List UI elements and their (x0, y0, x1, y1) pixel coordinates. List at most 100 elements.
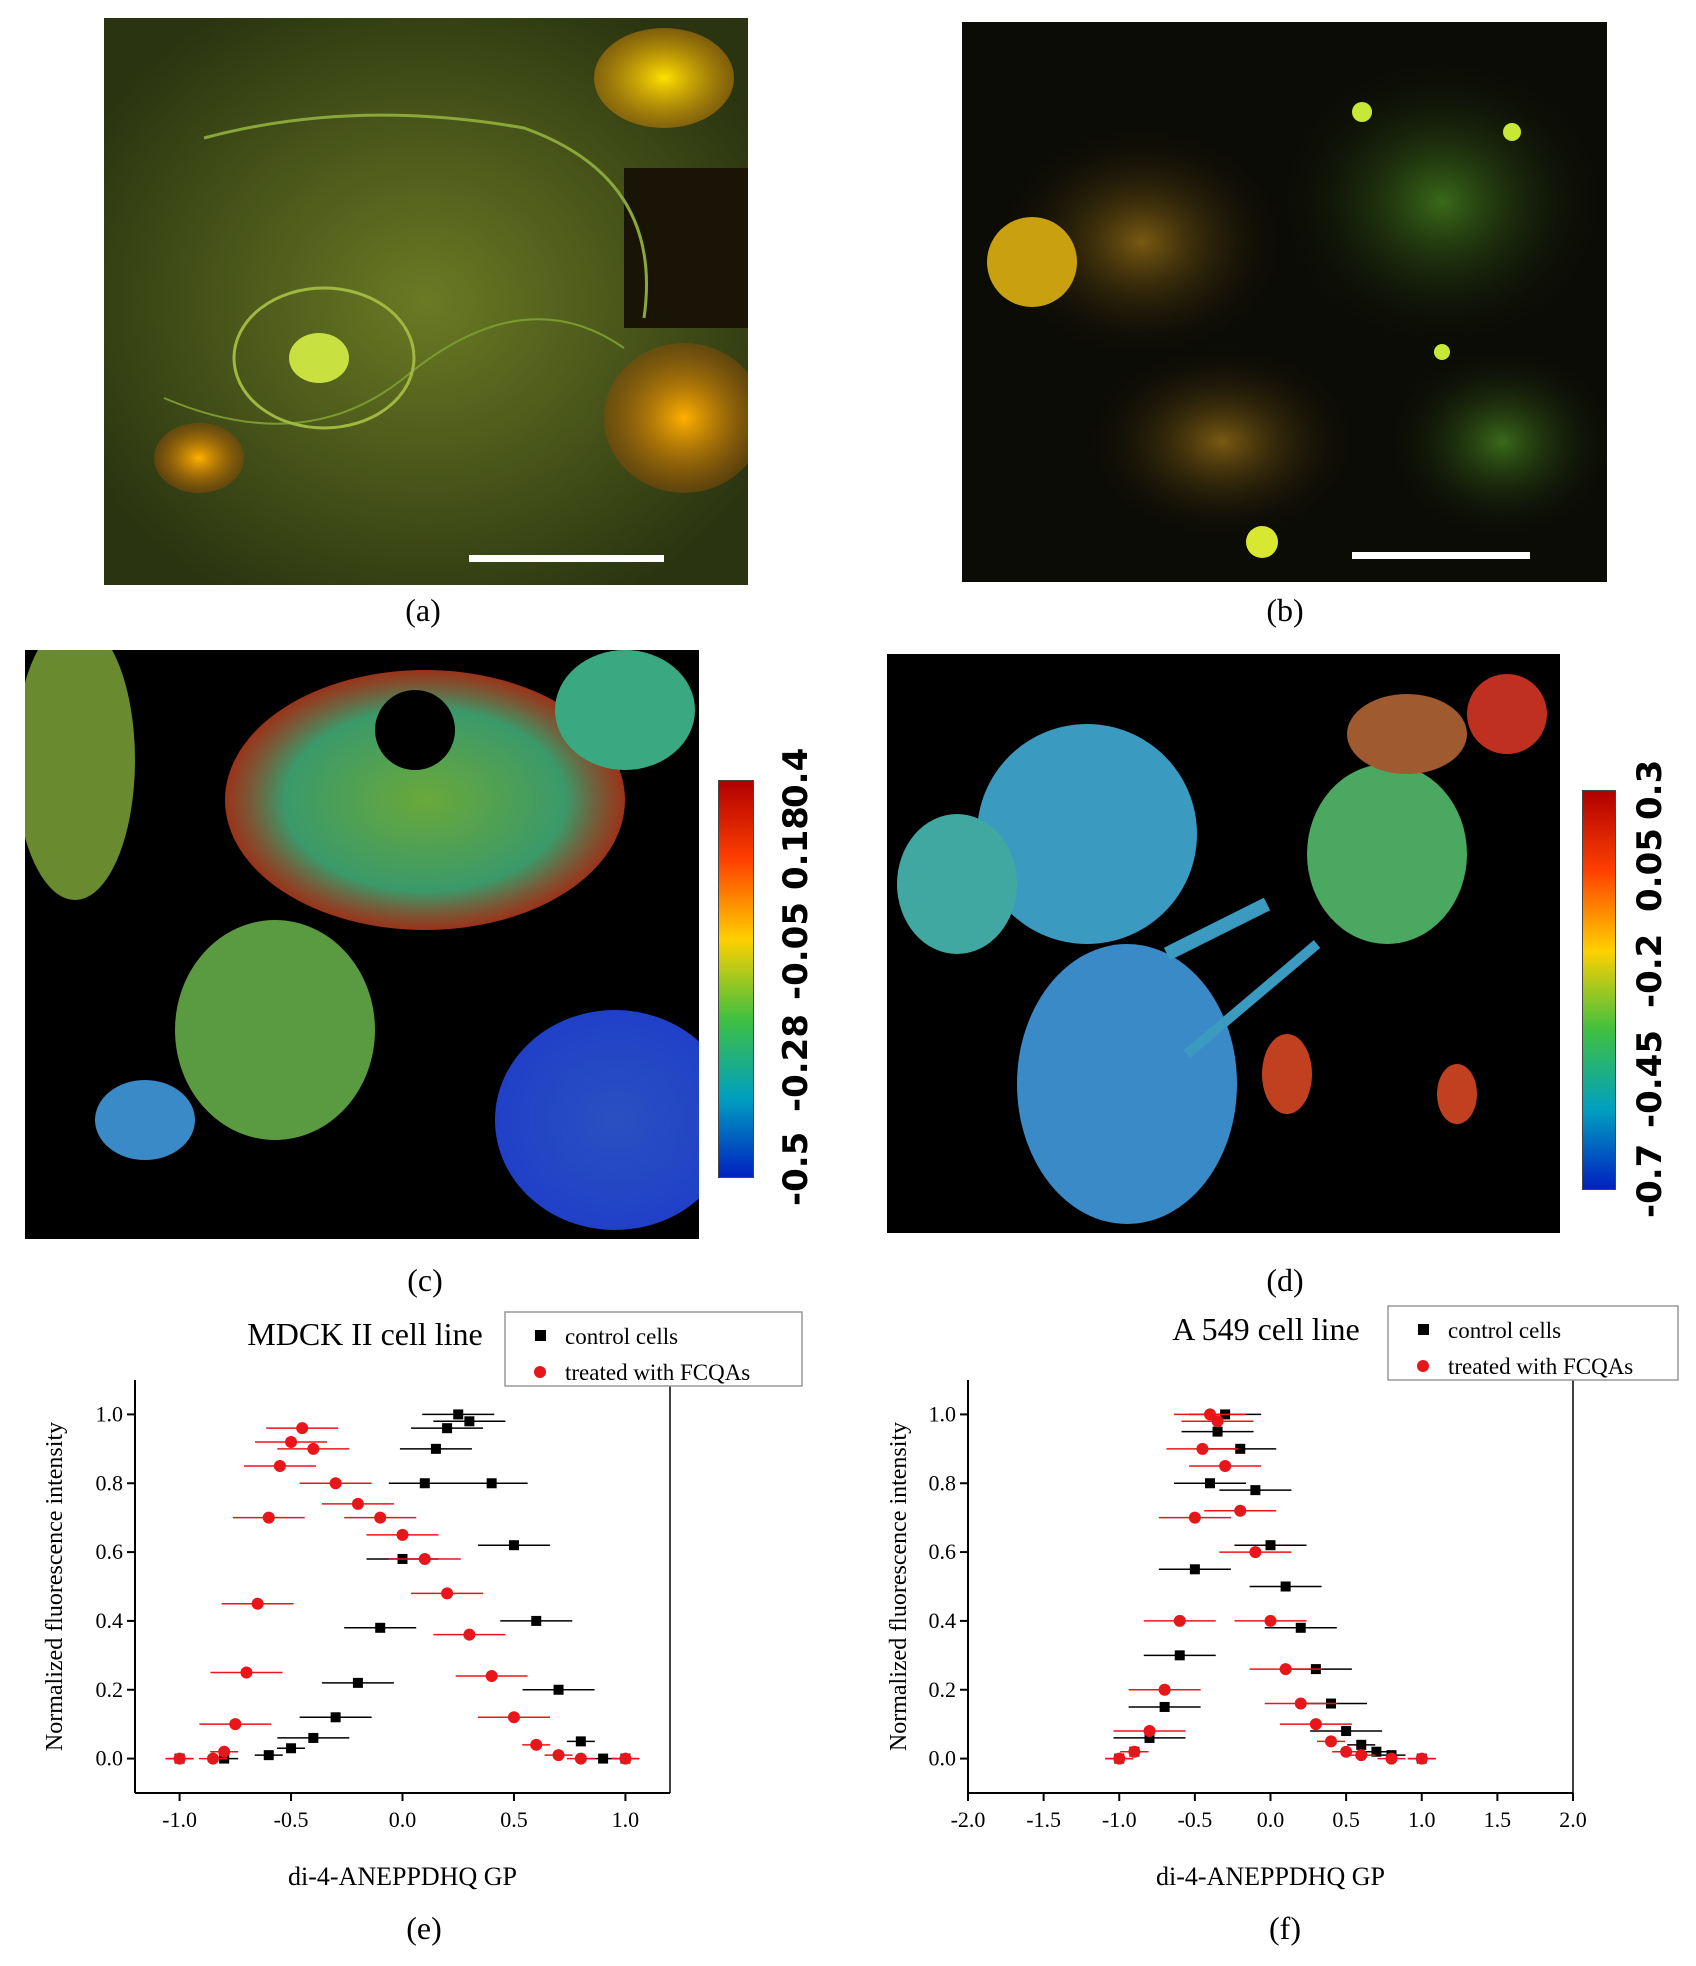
caption-d: (d) (1266, 1262, 1304, 1298)
data-point-treated (262, 1511, 275, 1524)
y-axis-label: Normalized fluorescence intensity (886, 1422, 912, 1751)
data-point-control (1144, 1732, 1155, 1743)
data-point-control (442, 1423, 453, 1434)
colorbar-d-tick: 0.05 (1630, 828, 1670, 912)
y-tick-label: 0.2 (929, 1677, 957, 1702)
colorbar-c-tick: 0.18 (776, 806, 816, 890)
data-point-control (1159, 1701, 1170, 1712)
data-point-treated (418, 1552, 431, 1565)
chart-f: -2.0 -1.5 -1.0 -0.5 0.0 0.5 1.0 1.5 2.0 0.0 0.2 0.4… (886, 1305, 1679, 1891)
colorbar-c (718, 780, 754, 1178)
data-point-control (508, 1540, 519, 1551)
y-tick-label: 1.0 (96, 1401, 124, 1426)
y-tick-label: 0.6 (96, 1539, 124, 1564)
data-point-control (1212, 1426, 1223, 1437)
data-point-control (308, 1732, 319, 1743)
data-point-control (1174, 1650, 1185, 1661)
data-point-control (1341, 1726, 1352, 1737)
data-point-treated (1188, 1511, 1201, 1524)
data-point-control (286, 1743, 297, 1754)
data-point-treated (463, 1628, 476, 1641)
x-tick-label: -2.0 (951, 1807, 986, 1832)
data-point-control (263, 1750, 274, 1761)
data-point-treated (1128, 1745, 1141, 1758)
legend-box (1387, 1305, 1679, 1381)
x-axis-label: di-4-ANEPPDHQ GP (288, 1862, 517, 1891)
x-tick-label: 1.0 (1408, 1807, 1436, 1832)
data-point-control (1235, 1443, 1246, 1454)
caption-b: (b) (1266, 592, 1304, 628)
x-tick-label: 0.0 (389, 1807, 417, 1832)
x-tick-label: -1.0 (1102, 1807, 1137, 1832)
x-tick-label: 1.5 (1484, 1807, 1512, 1832)
y-tick-label: 0.4 (96, 1608, 124, 1633)
legend-label: treated with FCQAs (565, 1360, 750, 1385)
data-point-treated (296, 1422, 309, 1435)
data-point-treated (207, 1752, 220, 1765)
data-point-treated (1279, 1663, 1292, 1676)
y-tick-label: 1.0 (929, 1401, 957, 1426)
data-point-control (419, 1478, 430, 1489)
data-point-treated (507, 1711, 520, 1724)
x-tick-label: 0.5 (1332, 1807, 1360, 1832)
x-tick-label: -1.5 (1026, 1807, 1061, 1832)
legend: control cells treated with FCQAs (504, 1311, 803, 1387)
data-point-control (531, 1615, 542, 1626)
colorbar-c-tick: 0.4 (776, 747, 816, 808)
gp-map-d (887, 654, 1560, 1233)
data-point-treated (1249, 1546, 1262, 1559)
data-point-treated (1294, 1697, 1307, 1710)
colorbar-d-tick: -0.45 (1630, 1030, 1670, 1128)
data-point-treated (485, 1669, 498, 1682)
y-axis-label: Normalized fluorescence intensity (42, 1422, 68, 1751)
colorbar-d-tick: -0.7 (1630, 1143, 1670, 1218)
chart-title: A 549 cell line (1172, 1311, 1360, 1347)
y-tick-label: 0.6 (929, 1539, 957, 1564)
data-point-treated (1143, 1725, 1156, 1738)
legend-marker-treated (534, 1366, 546, 1378)
legend-marker-control (1418, 1324, 1429, 1335)
data-point-treated (1309, 1718, 1322, 1731)
data-point-control (598, 1753, 609, 1764)
colorbar-c-tick: -0.28 (776, 1014, 816, 1112)
data-point-treated (374, 1511, 387, 1524)
legend-label: control cells (1448, 1318, 1561, 1343)
data-point-control (1371, 1746, 1382, 1757)
data-point-control (1356, 1739, 1367, 1750)
legend-label: control cells (565, 1324, 678, 1349)
legend: control cells treated with FCQAs (1387, 1305, 1679, 1381)
data-point-control (486, 1478, 497, 1489)
data-point-treated (1211, 1415, 1224, 1428)
data-point-treated (1385, 1752, 1398, 1765)
legend-marker-control (535, 1330, 546, 1341)
data-point-treated (396, 1528, 409, 1541)
x-tick-label: -0.5 (274, 1807, 309, 1832)
y-tick-label: 0.8 (929, 1470, 957, 1495)
data-point-control (330, 1712, 341, 1723)
y-tick-label: 0.0 (96, 1746, 124, 1771)
micrograph-a (104, 18, 748, 585)
data-point-control (1205, 1478, 1215, 1489)
y-tick-label: 0.8 (96, 1470, 124, 1495)
data-point-treated (1158, 1683, 1171, 1696)
data-point-treated (1325, 1735, 1337, 1748)
data-point-treated (1234, 1504, 1247, 1517)
y-tick-label: 0.0 (929, 1746, 957, 1771)
gp-map-c (25, 650, 699, 1239)
data-point-control (430, 1443, 441, 1454)
x-tick-label: -0.5 (1177, 1807, 1212, 1832)
colorbar-d (1582, 790, 1616, 1190)
data-point-treated (530, 1738, 543, 1751)
data-point-treated (218, 1745, 231, 1758)
data-point-control (1189, 1564, 1200, 1575)
data-point-treated (285, 1435, 298, 1448)
data-point-treated (441, 1587, 454, 1600)
data-point-treated (1340, 1745, 1353, 1758)
x-tick-label: -1.0 (162, 1807, 197, 1832)
data-point-control (453, 1409, 464, 1420)
data-point-treated (574, 1752, 587, 1765)
chart-e: -1.0 -0.5 0.0 0.5 1.0 0.0 0.2 0.4 0.6 0.8 1.0 di-4-… (42, 1311, 803, 1891)
data-point-control (575, 1736, 586, 1747)
y-tick-label: 0.4 (929, 1608, 957, 1633)
x-tick-label: 2.0 (1559, 1807, 1587, 1832)
